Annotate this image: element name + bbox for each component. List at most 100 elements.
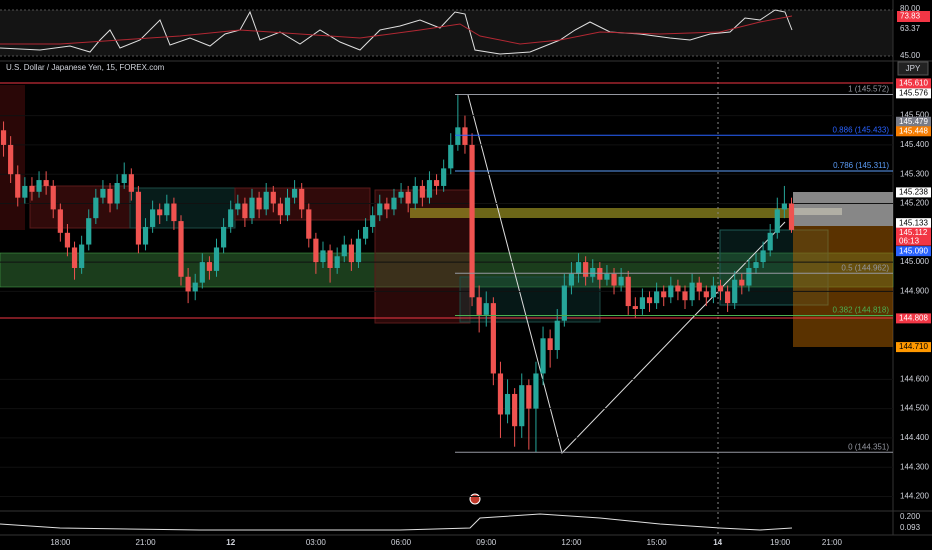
candle-body (128, 174, 134, 192)
candle-body (270, 191, 276, 204)
price-badge (896, 78, 931, 89)
candle-body (355, 238, 362, 263)
candle-body (625, 276, 631, 307)
candle-body (71, 247, 78, 268)
candle-body (568, 273, 575, 286)
candle-body (57, 209, 63, 233)
x-tick-label: 15:00 (647, 538, 668, 547)
candle-body (64, 232, 71, 248)
price-badge-label: 145.610 (899, 78, 928, 87)
candle-body (263, 191, 269, 210)
price-badge-label: 145.479 (899, 117, 928, 126)
candle-body (668, 285, 674, 298)
candle-body (490, 303, 496, 374)
candle-body (327, 250, 333, 268)
candle-body (483, 303, 489, 315)
candle-body (79, 244, 85, 268)
fib-label: 0.5 (144.962) (841, 263, 889, 272)
y-tick-label: 144.200 (900, 492, 929, 501)
candle-body (284, 197, 291, 216)
fib-label: 0.886 (145.433) (833, 125, 890, 134)
candle-body (150, 209, 156, 227)
demand-box (459, 276, 601, 323)
price-badge-label: 145.448 (899, 126, 928, 135)
candle-body (29, 185, 35, 192)
price-badge (896, 342, 931, 353)
candle-body (242, 203, 248, 219)
price-badge-label: 145.238 (899, 187, 928, 196)
y-tick-label: 144.500 (900, 404, 929, 413)
candle-body (86, 218, 92, 245)
candle-body (469, 144, 475, 298)
candle-body (50, 185, 56, 210)
candle-body (426, 180, 433, 198)
candle-body (249, 197, 255, 219)
candle-body (384, 203, 390, 210)
candle-body (654, 291, 660, 304)
candle-body (306, 209, 312, 239)
candle-body (377, 203, 383, 216)
candle-body (93, 197, 99, 219)
candle-body (632, 306, 638, 310)
countdown: 06:13 (899, 236, 920, 245)
candle-body (441, 168, 447, 186)
rsi-upper-label: 80.00 (900, 4, 921, 13)
candle-body (575, 262, 582, 274)
volume-line (0, 513, 793, 531)
rsi-badge (897, 11, 930, 22)
rsi-signal-line (0, 15, 793, 45)
candle-body (781, 203, 787, 210)
fib-label: 0.382 (144.818) (833, 306, 890, 315)
price-badge-label: 145.090 (899, 246, 928, 255)
y-tick-label: 144.600 (900, 374, 929, 383)
candle-body (788, 203, 795, 230)
x-tick-label: 21:00 (822, 538, 843, 547)
y-tick-label: 145.500 (900, 111, 929, 120)
x-tick-label: 14 (713, 538, 722, 547)
y-tick-label: 145.300 (900, 169, 929, 178)
candle-body (291, 188, 298, 198)
news-flag[interactable] (469, 493, 481, 505)
price-badge (896, 227, 931, 238)
candle-body (0, 130, 7, 145)
price-badge-label: 144.808 (899, 313, 928, 322)
price-badge (896, 116, 931, 127)
candle-body (8, 144, 14, 175)
candle-body (675, 285, 681, 292)
rsi-value: 73.83 (900, 12, 921, 21)
candle-body (256, 197, 262, 210)
rsi-lower-label: 45.00 (900, 51, 921, 60)
price-badge (896, 126, 931, 137)
candle-body (412, 185, 418, 204)
candle-body (398, 191, 404, 198)
candle-body (689, 282, 695, 301)
candle-body (547, 338, 553, 351)
candle-body (497, 373, 504, 415)
candle-body (455, 127, 461, 145)
candle-body (717, 285, 724, 292)
x-tick-label: 18:00 (50, 538, 71, 547)
candle-body (554, 320, 560, 351)
candle-body (164, 203, 170, 216)
fib-label: 0.786 (145.311) (833, 161, 889, 170)
y-tick-label: 145.000 (900, 257, 929, 266)
candle-body (725, 291, 731, 304)
candle-body (504, 393, 511, 415)
candle-body (774, 209, 780, 233)
candle-body (639, 297, 646, 310)
candle-body (320, 250, 326, 263)
candle-body (114, 183, 120, 204)
x-tick-label: 21:00 (136, 538, 157, 547)
x-tick-label: 09:00 (476, 538, 497, 547)
candle-body (299, 188, 305, 210)
currency-button[interactable] (897, 61, 929, 76)
target-box (793, 192, 893, 226)
candle-body (362, 226, 369, 239)
candle-body (703, 291, 709, 298)
price-badge (896, 88, 931, 99)
rsi-signal-value: 63.37 (900, 24, 921, 33)
candle-body (213, 247, 220, 271)
candle-body (746, 267, 752, 286)
candle-body (370, 215, 376, 227)
